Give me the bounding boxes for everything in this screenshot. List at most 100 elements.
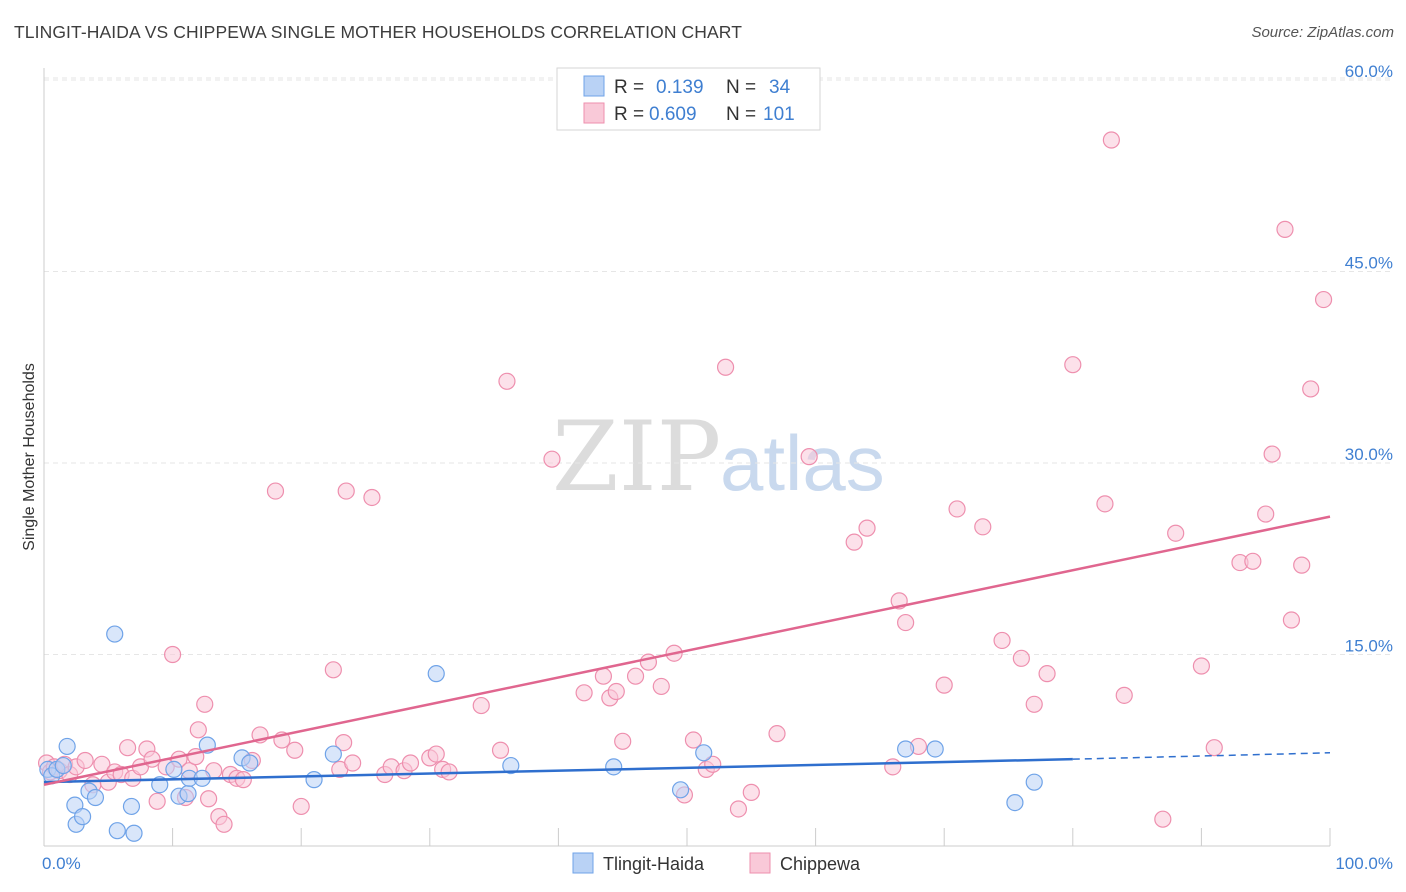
tlingit-haida-point-12 [122,797,141,816]
tlingit-haida-point-27 [605,758,623,776]
tlingit-haida-point-33 [1025,773,1043,791]
tlingit-haida-point-11 [108,822,126,840]
chippewa-point-98 [1244,552,1262,570]
tlingit-haida-point-4 [58,737,76,756]
tlingit-haida-point-9 [86,788,105,807]
tlingit-haida-point-15 [165,760,183,779]
chippewa-point-38 [286,741,304,759]
chippewa-point-63 [626,667,645,685]
chippewa-point-18 [148,792,166,810]
y-tick-label-45: 45.0% [1345,254,1393,273]
chippewa-point-13 [118,739,137,757]
legend-swatch-tlingit-haida [583,75,605,97]
y-tick-labels: 15.0% 30.0% 45.0% 60.0% [1345,62,1393,656]
tlingit-haida-point-28 [671,781,690,799]
chippewa-point-88 [1038,665,1056,683]
chippewa-point-43 [335,733,353,752]
chippewa-point-87 [1025,695,1043,713]
legend-n-value-1: 34 [769,77,791,98]
x-axis-ticks [43,828,1331,846]
series-legend-swatch-chippewa [749,852,771,874]
chippewa-point-80 [897,613,915,632]
chippewa-point-93 [1154,810,1172,828]
chippewa-point-54 [472,696,490,715]
chippewa-point-104 [1302,380,1320,398]
chippewa-point-68 [684,731,703,749]
gridlines [44,77,1390,655]
tlingit-haida-point-25 [427,665,445,683]
x-tick-label-max: 100.0% [1335,854,1393,873]
chippewa-point-30 [215,815,233,833]
tlingit-haida-point-17 [179,785,197,803]
chippewa-point-7 [76,751,94,770]
chippewa-point-55 [491,741,510,759]
series-legend-label-tlingit-haida: Tlingit-Haida [603,854,705,874]
series-legend-swatch-tlingit-haida [572,852,594,874]
source-credit: Source: ZipAtlas.com [1251,24,1394,41]
chippewa-point-73 [742,783,760,801]
chippewa-point-99 [1257,505,1275,523]
tlingit-haida-point-10 [106,625,124,643]
chippewa-point-36 [266,482,285,500]
legend-n-label-1: N = [726,77,756,98]
legend-r-label-1: R = [614,77,644,98]
chippewa-point-75 [800,448,818,466]
tlingit-haida-point-23 [305,771,323,789]
tlingit-haida-point-26 [502,756,520,775]
y-axis-label: Single Mother Households [21,363,38,551]
watermark-zip: ZIP [552,401,721,513]
chippewa-point-49 [401,754,420,772]
tlingit-haida-point-31 [926,740,944,758]
chippewa-point-84 [974,518,992,536]
chippewa-point-95 [1192,657,1211,675]
chippewa-point-101 [1276,220,1294,238]
legend-n-label-2: N = [726,104,756,125]
correlation-legend: R = 0.139 N = 34 R = 0.609 N = 101 [556,67,821,131]
legend-swatch-chippewa [583,102,605,124]
chippewa-point-74 [768,725,786,743]
tlingit-haida-point-22 [241,754,259,772]
watermark: ZIP atlas [552,401,885,513]
tlingit-haida-points [39,625,1043,842]
chippewa-point-25 [189,721,207,739]
trend-line-tlingit-haida [43,757,1073,784]
chippewa-point-92 [1115,686,1133,704]
legend-n-value-2: 101 [763,104,795,125]
chippewa-point-20 [164,645,182,664]
chippewa-point-44 [344,754,362,772]
tlingit-haida-point-32 [1006,793,1024,812]
tlingit-haida-point-7 [73,808,92,826]
chippewa-point-62 [614,732,632,750]
chippewa-point-102 [1282,611,1301,629]
chippewa-point-105 [1314,290,1333,309]
legend-r-value-2: 0.609 [649,104,697,125]
chippewa-point-33 [234,771,252,789]
chippewa-point-77 [858,519,876,537]
trend-lines [43,515,1331,786]
chippewa-point-58 [575,684,593,702]
chippewa-point-51 [427,745,445,763]
chippewa-point-83 [948,500,966,518]
chippewa-point-42 [337,482,355,500]
chippewa-point-57 [543,450,561,468]
chippewa-point-56 [498,372,516,390]
tlingit-haida-point-24 [324,745,342,763]
legend-r-label-2: R = [614,104,644,125]
tlingit-haida-point-30 [897,740,915,758]
chippewa-point-39 [292,797,310,816]
legend-r-value-1: 0.139 [656,77,704,98]
chippewa-point-59 [594,667,613,685]
chippewa-point-72 [729,800,748,818]
chippewa-point-100 [1263,445,1281,463]
chippewa-point-17 [143,750,161,768]
chippewa-point-82 [935,676,953,694]
chippewa-point-89 [1064,356,1082,374]
chippewa-point-40 [324,661,342,679]
tlingit-haida-point-29 [695,744,713,762]
y-tick-label-15: 15.0% [1345,637,1393,656]
chippewa-point-94 [1167,524,1185,542]
chippewa-point-86 [1012,649,1030,667]
series-legend-label-chippewa: Chippewa [780,854,861,874]
chippewa-point-103 [1293,556,1311,574]
